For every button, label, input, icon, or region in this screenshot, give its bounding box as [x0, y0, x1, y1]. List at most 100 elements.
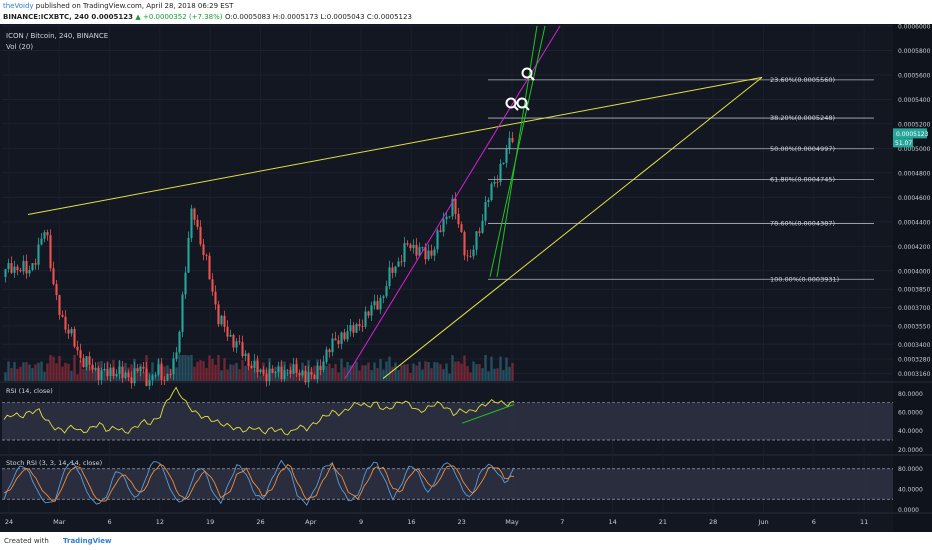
candle-body [4, 269, 7, 277]
volume-bar [247, 363, 250, 381]
candle-body [445, 216, 448, 220]
volume-bar [400, 365, 403, 381]
author-link[interactable]: theVoidy [3, 2, 34, 10]
price-tick-label: 0.0004200 [898, 244, 931, 251]
volume-bar [406, 364, 409, 381]
volume-bar [376, 368, 379, 381]
volume-bar [88, 366, 91, 381]
time-tick-label: 19 [206, 518, 214, 526]
candle-body [97, 367, 100, 381]
volume-bar [7, 361, 10, 381]
candle-body [334, 338, 337, 341]
candle-body [169, 373, 172, 375]
candle-body [229, 334, 232, 337]
candle-body [400, 261, 403, 263]
volume-bar [175, 367, 178, 381]
volume-bar [430, 368, 433, 381]
candle-body [484, 201, 487, 221]
candle-body [340, 332, 343, 344]
time-tick-label: 16 [407, 518, 415, 526]
candle-body [214, 291, 217, 305]
symbol-line: BINANCE:ICXBTC, 240 0.0005123 ▲ +0.00003… [3, 13, 412, 21]
candle-body [109, 367, 112, 377]
stoch-rsi-line [3, 459, 515, 506]
price-tick-label: 0.0003850 [898, 287, 931, 294]
candle-body [460, 224, 463, 233]
candle-body [94, 367, 97, 370]
candle-body [106, 368, 109, 377]
price-tick-label: 0.0003280 [898, 356, 931, 363]
time-tick-label: 9 [359, 518, 363, 526]
volume-bar [340, 358, 343, 381]
volume-bar [409, 372, 412, 381]
volume-bar [235, 362, 238, 381]
volume-bar [22, 362, 25, 381]
volume-bar [421, 369, 424, 381]
candle-body [160, 364, 163, 380]
chart-canvas[interactable]: 0.0003160 0.0003280 0.0003400 0.0003550 0.00… [0, 24, 932, 532]
candle-body [319, 365, 322, 370]
candle-body [22, 261, 25, 272]
candle-body [274, 372, 277, 374]
candle-body [184, 272, 187, 295]
time-tick-label: May [505, 518, 519, 526]
candle-body [277, 366, 280, 373]
volume-bar [40, 361, 43, 381]
candle-body [451, 198, 454, 217]
rsi-tick-label: 60.0000 [898, 410, 923, 417]
magnifier-icon-handle [524, 105, 530, 111]
candle-body [118, 366, 121, 374]
candle-body [91, 365, 94, 370]
volume-bar [19, 366, 22, 381]
volume-bar [484, 355, 487, 381]
candle-body [211, 279, 214, 292]
candle-body [10, 263, 13, 273]
fib-level-label: 100.00%(0.0003931) [770, 275, 839, 283]
candle-body [454, 198, 457, 214]
candle-body [364, 311, 367, 327]
candle-body [217, 304, 220, 325]
volume-bar [355, 361, 358, 381]
candle-body [496, 181, 499, 183]
volume-bar [64, 362, 67, 381]
created-with-text: Created with [4, 537, 49, 545]
volume-bar [28, 364, 31, 381]
candle-body [505, 148, 508, 163]
volume-bar [226, 369, 229, 381]
rsi-tick-label: 40.0000 [898, 428, 923, 435]
volume-bar [55, 363, 58, 381]
volume-bar [43, 371, 46, 381]
chart-legend-title: ICON / Bitcoin, 240, BINANCE [6, 32, 108, 40]
candle-body [382, 296, 385, 298]
time-tick-label: 24 [5, 518, 13, 526]
volume-bar [364, 365, 367, 381]
candle-body [349, 325, 352, 332]
candle-body [208, 255, 211, 280]
tradingview-logo-text[interactable]: TradingView [63, 537, 112, 545]
candle-body [121, 366, 124, 379]
candle-body [406, 243, 409, 245]
price-tick-label: 0.0005800 [898, 48, 931, 55]
green-channel-line-2 [496, 25, 538, 278]
volume-bar [475, 364, 478, 381]
volume-bar [49, 355, 52, 381]
rsi-trend-line [461, 404, 515, 424]
candle-body [100, 370, 103, 381]
candle-body [79, 350, 82, 359]
candle-body [73, 329, 76, 347]
volume-bar [451, 355, 454, 381]
volume-bar [397, 369, 400, 381]
volume-bar [214, 364, 217, 381]
candle-body [388, 267, 391, 287]
candle-body [145, 368, 148, 386]
candle-body [136, 368, 139, 372]
volume-bar [193, 366, 196, 381]
candle-body [343, 332, 346, 340]
candle-body [436, 230, 439, 250]
volume-bar [436, 362, 439, 381]
candle-body [367, 311, 370, 316]
time-tick-label: 23 [458, 518, 466, 526]
price-tick-label: 0.0004400 [898, 219, 931, 226]
candle-body [286, 370, 289, 371]
volume-bar [271, 368, 274, 381]
